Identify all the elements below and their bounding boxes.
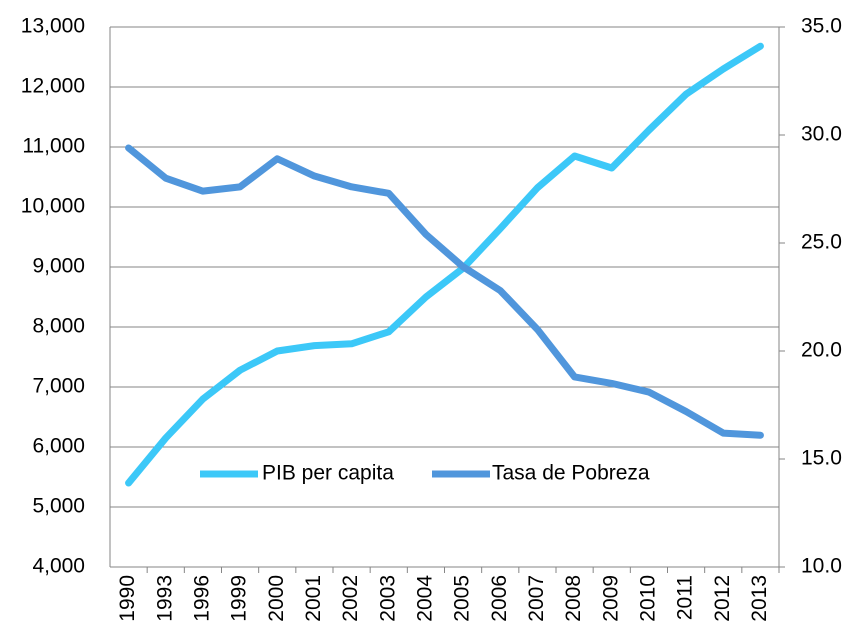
x-tick-label: 2013: [748, 575, 771, 622]
x-tick-label: 2004: [413, 575, 436, 622]
y-tick-label: 7,000: [32, 375, 85, 398]
y-tick-label: 13,000: [21, 15, 85, 38]
y-tick-label: 6,000: [32, 435, 85, 458]
x-tick-label: 2009: [599, 575, 622, 622]
x-tick-label: 2000: [265, 575, 288, 622]
x-tick-label: 1993: [153, 575, 176, 622]
legend-label: Tasa de Pobreza: [492, 462, 650, 485]
y-tick-label: 11,000: [22, 135, 85, 158]
x-tick-label: 2008: [562, 575, 585, 622]
y-tick-label: 8,000: [32, 315, 85, 338]
y2-tick-label: 20.0: [801, 339, 842, 362]
x-tick-label: 1999: [228, 575, 251, 622]
y-tick-label: 10,000: [21, 195, 85, 218]
y2-tick-label: 30.0: [801, 123, 842, 146]
x-tick-label: 1996: [190, 575, 213, 622]
x-tick-label: 2011: [674, 575, 697, 620]
series-line: [125, 144, 764, 439]
y2-tick-label: 35.0: [801, 15, 842, 38]
x-tick-label: 2001: [302, 575, 325, 622]
x-tick-label: 1990: [116, 575, 139, 622]
x-tick-label: 2005: [451, 575, 474, 622]
x-tick-label: 2003: [376, 575, 399, 622]
series-line: [125, 42, 764, 487]
x-tick-label: 2012: [711, 575, 734, 622]
x-tick-label: 2007: [525, 575, 548, 622]
legend-label: PIB per capita: [262, 462, 394, 485]
y2-tick-label: 25.0: [801, 231, 842, 254]
x-tick-label: 2002: [339, 575, 362, 622]
x-tick-label: 2006: [488, 575, 511, 622]
y2-tick-label: 10.0: [801, 555, 842, 578]
y-tick-label: 4,000: [32, 555, 85, 578]
y-tick-label: 12,000: [21, 75, 85, 98]
y-tick-label: 9,000: [32, 255, 85, 278]
y-tick-label: 5,000: [32, 495, 85, 518]
x-tick-label: 2010: [636, 575, 659, 622]
y2-tick-label: 15.0: [801, 447, 842, 470]
